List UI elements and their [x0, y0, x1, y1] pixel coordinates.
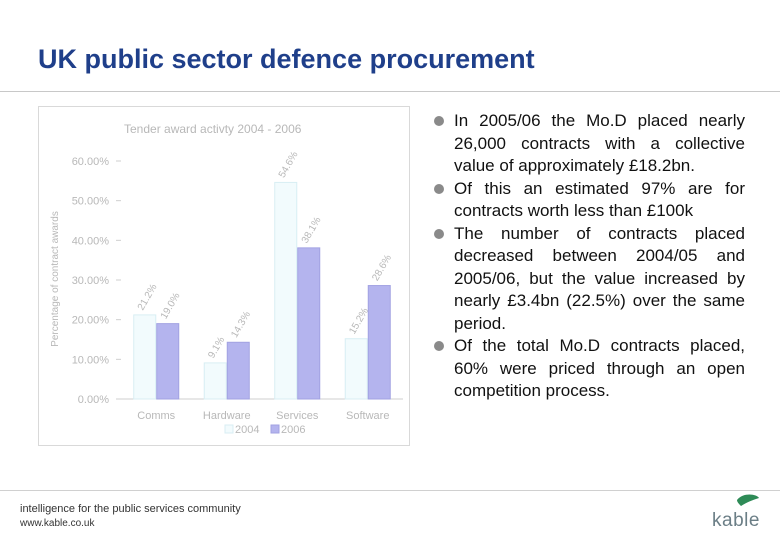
bar-2006-comms [156, 323, 180, 400]
y-tick-label: 30.00% [72, 275, 110, 287]
footer-url[interactable]: www.kable.co.uk [20, 518, 95, 529]
x-tick-label: Services [276, 410, 319, 422]
x-tick-label: Comms [137, 410, 175, 422]
bar-2006-services [297, 247, 321, 400]
data-label: 28.6% [370, 253, 394, 283]
chart-title: Tender award activty 2004 - 2006 [124, 122, 302, 136]
y-tick-label: 60.00% [72, 156, 110, 168]
data-label: 21.2% [136, 282, 160, 312]
bullet-list: In 2005/06 the Mo.D placed nearly 26,000… [434, 110, 745, 403]
y-tick-label: 20.00% [72, 315, 110, 327]
brand-name: kable [712, 510, 760, 531]
footer-divider [0, 490, 780, 491]
y-tick-label: 50.00% [72, 196, 110, 208]
data-label: 19.0% [159, 291, 183, 321]
bar-2004-hardware [203, 362, 227, 400]
bar-2006-hardware [226, 341, 250, 400]
bar-2004-services [274, 181, 298, 400]
logo-leaf-shape [737, 494, 759, 506]
bullet-item: In 2005/06 the Mo.D placed nearly 26,000… [434, 110, 745, 178]
slide-title: UK public sector defence procurement [38, 44, 535, 74]
y-tick-label: 40.00% [72, 235, 110, 247]
y-tick-label: 0.00% [78, 394, 109, 406]
title-divider [0, 91, 780, 92]
bullet-icon [434, 341, 444, 351]
bullet-item: The number of contracts placed decreased… [434, 223, 745, 336]
bullet-text: Of this an estimated 97% are for contrac… [454, 178, 745, 221]
bar-2004-software [344, 338, 368, 400]
y-axis-label: Percentage of contract awards [50, 211, 61, 347]
chart-panel: Tender award activty 2004 - 2006 Percenta… [38, 106, 410, 446]
legend-swatch [270, 424, 280, 434]
bullet-icon [434, 183, 444, 194]
data-label: 54.6% [277, 150, 301, 180]
bullet-item: Of the total Mo.D contracts placed, 60% … [434, 335, 745, 403]
legend-label: 2004 [235, 424, 259, 436]
y-tick-label: 10.00% [72, 354, 110, 366]
kable-logo-icon [737, 494, 759, 506]
data-label: 14.3% [229, 310, 253, 340]
bullet-text: Of the total Mo.D contracts placed, 60% … [454, 336, 745, 400]
bullet-icon [434, 116, 444, 126]
data-label: 15.2% [347, 306, 371, 336]
bullet-icon [434, 228, 444, 239]
bar-chart: Tender award activty 2004 - 2006 Percenta… [50, 122, 403, 436]
bar-2006-software [367, 285, 391, 400]
bullet-text: The number of contracts placed decreased… [454, 223, 745, 333]
data-label: 38.1% [300, 215, 324, 245]
legend-swatch [224, 424, 234, 434]
x-tick-label: Software [346, 410, 389, 422]
bullet-item: Of this an estimated 97% are for contrac… [434, 178, 745, 223]
legend-label: 2006 [281, 424, 305, 436]
bar-2004-comms [133, 314, 157, 400]
footer-tagline: intelligence for the public services com… [20, 503, 241, 515]
data-label: 9.1% [206, 335, 227, 360]
x-tick-label: Hardware [203, 410, 251, 422]
bullet-text: In 2005/06 the Mo.D placed nearly 26,000… [454, 111, 745, 175]
